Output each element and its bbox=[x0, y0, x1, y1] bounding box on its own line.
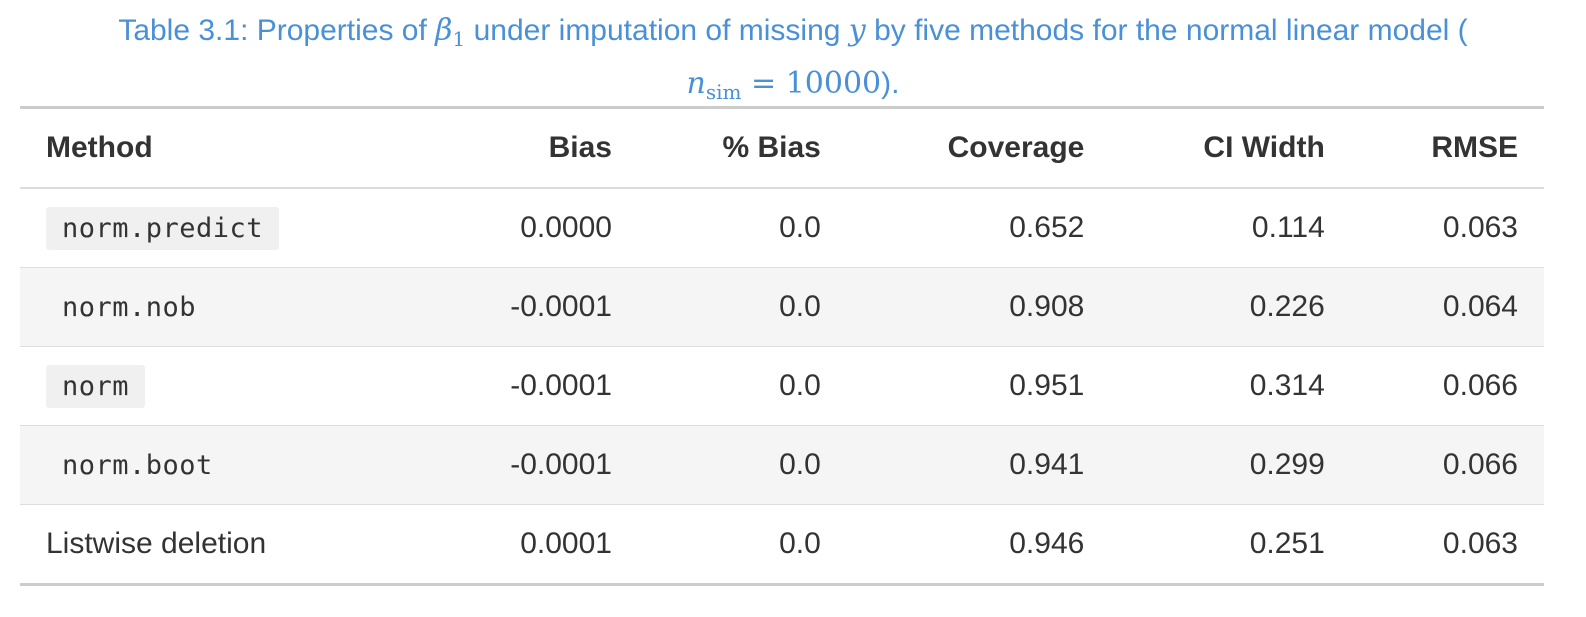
cell-rmse: 0.063 bbox=[1350, 188, 1544, 268]
header-bias: Bias bbox=[427, 107, 638, 189]
cell-rmse: 0.064 bbox=[1350, 267, 1544, 347]
caption-beta-symbol: β bbox=[435, 13, 453, 48]
header-row: Method Bias % Bias Coverage CI Width RMS… bbox=[20, 107, 1544, 189]
cell-bias: -0.0001 bbox=[427, 346, 638, 426]
table-row: norm.nob -0.0001 0.0 0.908 0.226 0.064 bbox=[20, 267, 1544, 347]
table-caption: Table 3.1: Properties of β1 under imputa… bbox=[30, 4, 1556, 110]
table-row: Listwise deletion 0.0001 0.0 0.946 0.251 0.06… bbox=[20, 505, 1544, 585]
cell-bias: -0.0001 bbox=[427, 425, 638, 505]
header-rmse: RMSE bbox=[1350, 107, 1544, 189]
caption-mid: under imputation of missing bbox=[465, 14, 849, 47]
cell-pct-bias: 0.0 bbox=[637, 267, 847, 347]
cell-method: norm.nob bbox=[20, 267, 428, 347]
cell-bias: 0.0001 bbox=[520, 527, 612, 560]
caption-y-symbol: y bbox=[848, 13, 866, 48]
caption-suffix: by five methods for the normal linear mo… bbox=[865, 14, 1468, 47]
cell-pct-bias: 0.0 bbox=[779, 527, 821, 560]
header-coverage: Coverage bbox=[846, 107, 1111, 189]
caption-end: ). bbox=[881, 67, 900, 100]
cell-coverage: 0.951 bbox=[846, 346, 1111, 426]
results-table: Method Bias % Bias Coverage CI Width RMS… bbox=[20, 106, 1544, 586]
cell-bias: -0.0001 bbox=[427, 267, 638, 347]
method-code: norm.predict bbox=[46, 207, 280, 250]
cell-method: norm.predict bbox=[20, 188, 428, 268]
cell-coverage: 0.652 bbox=[846, 188, 1111, 268]
caption-n-symbol: n bbox=[686, 66, 706, 101]
method-code: norm bbox=[46, 365, 146, 408]
cell-ci-width: 0.314 bbox=[1110, 346, 1351, 426]
cell-pct-bias: 0.0 bbox=[637, 188, 847, 268]
cell-ci-width: 0.299 bbox=[1110, 425, 1351, 505]
header-ci-width: CI Width bbox=[1110, 107, 1351, 189]
cell-bias: 0.0000 bbox=[427, 188, 638, 268]
table-header: Method Bias % Bias Coverage CI Width RMS… bbox=[20, 107, 1544, 189]
method-code: norm.boot bbox=[46, 444, 229, 487]
cell-method: Listwise deletion bbox=[46, 527, 267, 560]
cell-rmse: 0.066 bbox=[1350, 346, 1544, 426]
cell-ci-width: 0.251 bbox=[1249, 527, 1325, 560]
cell-rmse: 0.063 bbox=[1442, 527, 1518, 560]
cell-coverage: 0.941 bbox=[846, 425, 1111, 505]
cell-method: norm.boot bbox=[20, 425, 428, 505]
header-pct-bias: % Bias bbox=[637, 107, 847, 189]
cell-pct-bias: 0.0 bbox=[637, 425, 847, 505]
table-row: norm.predict 0.0000 0.0 0.652 0.114 0.063 bbox=[20, 188, 1544, 268]
cell-method: norm bbox=[20, 346, 428, 426]
caption-beta-subscript: 1 bbox=[452, 27, 466, 51]
table-row: norm.boot -0.0001 0.0 0.941 0.299 0.066 bbox=[20, 425, 1544, 505]
caption-prefix: Table 3.1: Properties of bbox=[118, 14, 436, 47]
cell-ci-width: 0.114 bbox=[1110, 188, 1351, 268]
cell-rmse: 0.066 bbox=[1350, 425, 1544, 505]
table-row: norm -0.0001 0.0 0.951 0.314 0.066 bbox=[20, 346, 1544, 426]
cell-ci-width: 0.226 bbox=[1110, 267, 1351, 347]
cell-coverage: 0.946 bbox=[1009, 527, 1085, 560]
table-body: norm.predict 0.0000 0.0 0.652 0.114 0.063 norm… bbox=[20, 188, 1544, 585]
results-table-container: Method Bias % Bias Coverage CI Width RMS… bbox=[20, 106, 1544, 586]
method-code: norm.nob bbox=[46, 286, 213, 329]
caption-n-value: = 10000 bbox=[741, 66, 882, 101]
cell-pct-bias: 0.0 bbox=[637, 346, 847, 426]
caption-n-subscript: sim bbox=[705, 80, 742, 104]
cell-coverage: 0.908 bbox=[846, 267, 1111, 347]
header-method: Method bbox=[20, 107, 428, 189]
